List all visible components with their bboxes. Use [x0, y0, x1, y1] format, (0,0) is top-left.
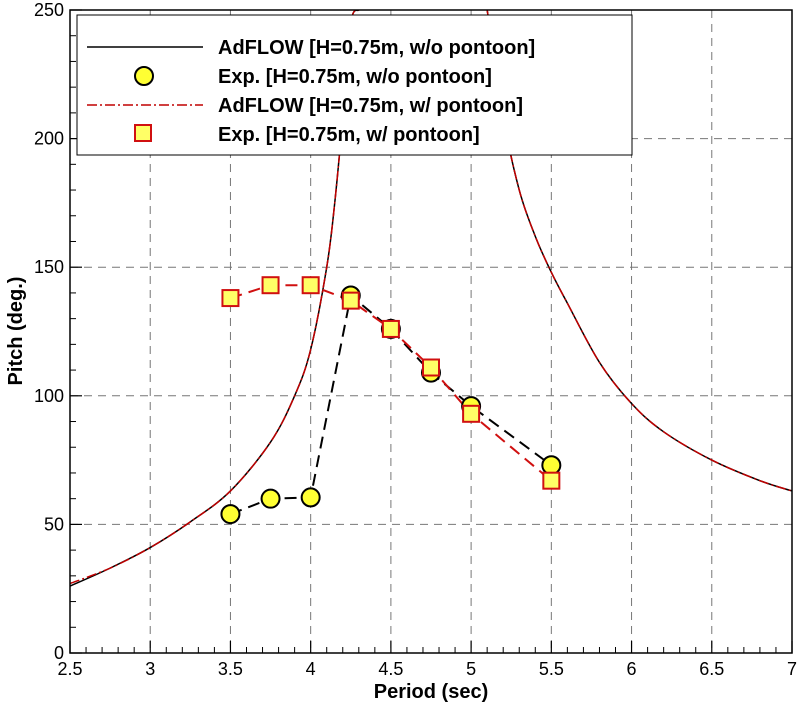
- y-tick-label: 250: [34, 0, 64, 20]
- legend: AdFLOW [H=0.75m, w/o pontoon] Exp. [H=0.…: [76, 14, 633, 156]
- x-tick-label: 6.5: [699, 659, 724, 679]
- legend-label-exp-w: Exp. [H=0.75m, w/ pontoon]: [218, 124, 480, 146]
- exp-w-pontoon-point: [301, 276, 320, 295]
- exp-wo-pontoon-point: [541, 455, 562, 476]
- x-tick-label: 4.5: [378, 659, 403, 679]
- x-tick-label: 5: [466, 659, 476, 679]
- legend-label-adflow-wo: AdFLOW [H=0.75m, w/o pontoon]: [218, 37, 535, 59]
- legend-swatch-exp-wo: [134, 66, 154, 86]
- y-axis-title: Pitch (deg.): [5, 277, 27, 386]
- y-tick-label: 100: [34, 386, 64, 406]
- y-tick-label: 0: [54, 643, 64, 663]
- legend-swatch-exp-w: [134, 124, 152, 142]
- exp-w-pontoon-point: [422, 358, 440, 377]
- x-tick-label: 7: [787, 659, 797, 679]
- x-tick-label: 6: [627, 659, 637, 679]
- x-tick-label: 3: [145, 659, 155, 679]
- x-tick-label: 5.5: [539, 659, 564, 679]
- exp-wo-pontoon-point: [260, 488, 281, 509]
- y-tick-label: 150: [34, 257, 64, 277]
- axis-ticks: [69, 9, 793, 654]
- y-tick-label: 200: [34, 129, 64, 149]
- exp-w-pontoon-point: [381, 319, 400, 338]
- exp-wo-pontoon-point: [220, 504, 241, 525]
- x-tick-label: 2.5: [57, 659, 82, 679]
- exp-wo-pontoon-point: [300, 487, 321, 508]
- exp-w-pontoon-point: [462, 404, 481, 423]
- y-tick-label: 50: [44, 514, 64, 534]
- grid: [70, 10, 792, 653]
- plot-frame: [69, 9, 793, 654]
- exp-w-pontoon-point: [542, 471, 561, 490]
- exp-w-pontoon-point: [261, 276, 280, 295]
- legend-box: [76, 14, 633, 156]
- markers: [220, 276, 562, 525]
- x-tick-label: 4: [306, 659, 316, 679]
- tick-labels: 2.5 3 3.5 4 4.5 5 5.5 6 6.5 7 0 50 100 150 200 250: [34, 0, 797, 679]
- x-axis-title: Period (sec): [374, 681, 488, 703]
- exp-w-pontoon-point: [221, 289, 240, 308]
- x-tick-label: 3.5: [218, 659, 243, 679]
- legend-label-adflow-w: AdFLOW [H=0.75m, w/ pontoon]: [218, 95, 523, 117]
- exp-w-pontoon-point: [341, 291, 360, 310]
- legend-label-exp-wo: Exp. [H=0.75m, w/o pontoon]: [218, 66, 492, 88]
